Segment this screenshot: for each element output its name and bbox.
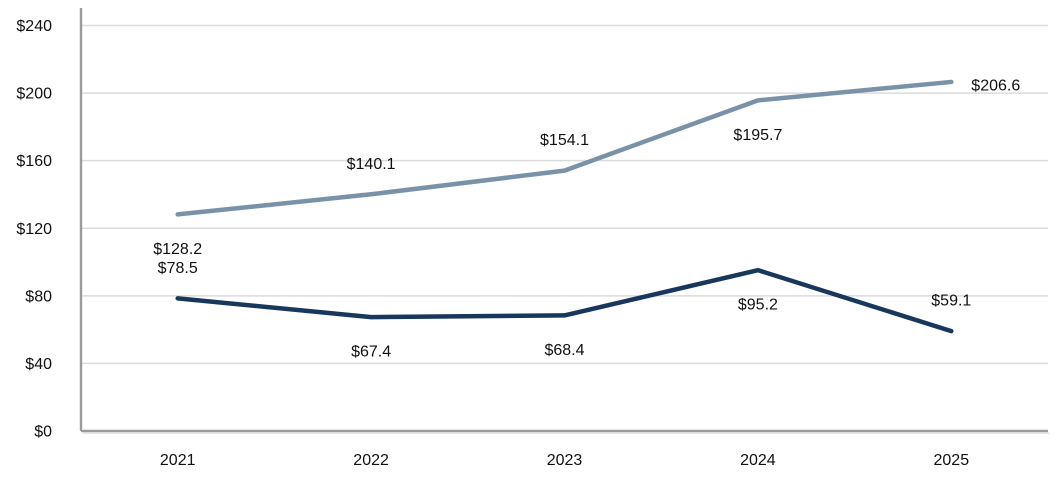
data-label: $128.2	[153, 241, 202, 258]
y-tick-label: $0	[34, 424, 52, 441]
data-label: $206.6	[971, 77, 1020, 94]
y-tick-label: $160	[16, 153, 52, 170]
data-label: $78.5	[158, 260, 198, 277]
x-tick-label: 2025	[934, 452, 970, 469]
data-label: $154.1	[540, 132, 589, 149]
data-label: $140.1	[347, 156, 396, 173]
y-tick-label: $240	[16, 18, 52, 35]
data-label: $95.2	[738, 297, 778, 314]
data-label: $68.4	[544, 342, 584, 359]
y-tick-label: $120	[16, 221, 52, 238]
y-tick-label: $200	[16, 86, 52, 103]
data-label: $195.7	[733, 127, 782, 144]
x-tick-label: 2022	[353, 452, 389, 469]
data-label: $67.4	[351, 344, 391, 361]
y-tick-label: $80	[25, 288, 52, 305]
x-tick-label: 2023	[547, 452, 583, 469]
data-label: $59.1	[931, 293, 971, 310]
lower-series-line	[175, 267, 954, 334]
x-tick-label: 2021	[160, 452, 196, 469]
y-tick-label: $40	[25, 356, 52, 373]
upper-series-line	[175, 79, 954, 217]
x-tick-label: 2024	[740, 452, 776, 469]
